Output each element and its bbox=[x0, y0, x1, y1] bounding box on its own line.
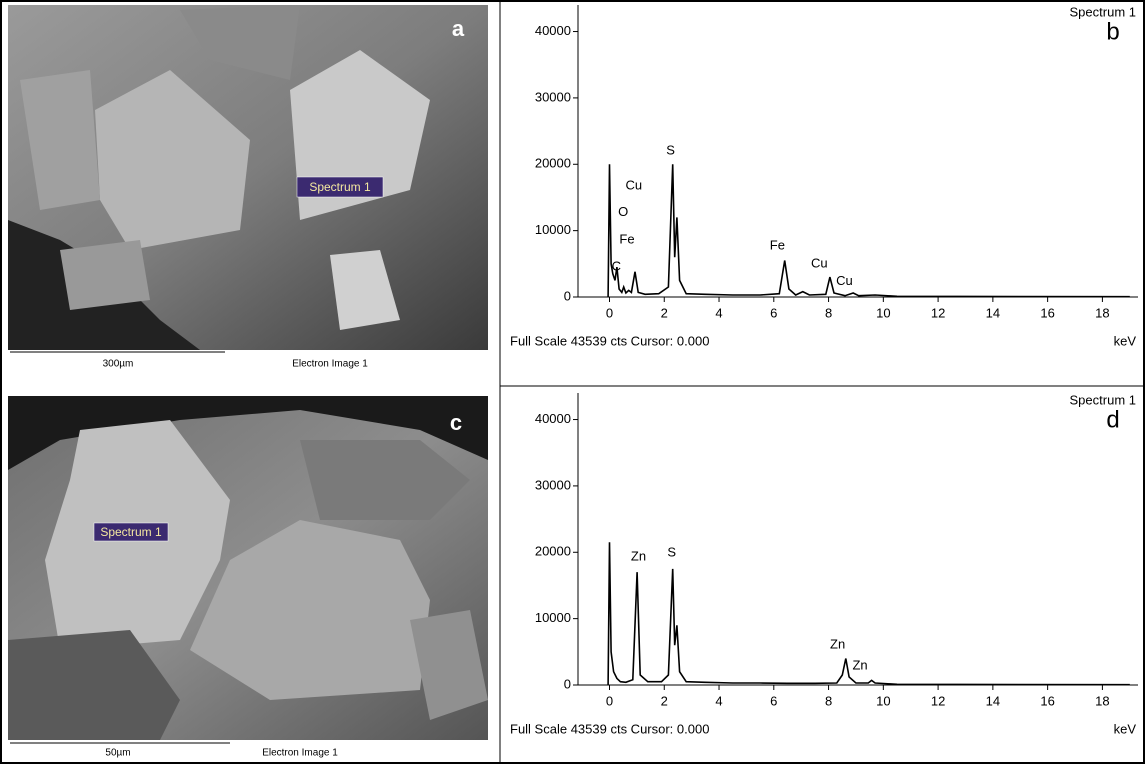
peak-label: Cu bbox=[811, 255, 828, 270]
panel-letter: a bbox=[452, 16, 465, 41]
x-tick-label: 4 bbox=[715, 305, 722, 320]
peak-label: Cu bbox=[836, 273, 853, 288]
x-tick-label: 8 bbox=[825, 305, 832, 320]
x-tick-label: 10 bbox=[876, 305, 890, 320]
peak-label: C bbox=[612, 259, 621, 274]
x-tick-label: 18 bbox=[1095, 693, 1109, 708]
marker-label: Spectrum 1 bbox=[100, 525, 162, 539]
panel-letter: b bbox=[1106, 18, 1119, 45]
x-tick-label: 2 bbox=[661, 305, 668, 320]
panel-letter: c bbox=[450, 410, 462, 435]
x-axis-label: keV bbox=[1114, 333, 1137, 348]
peak-label: Fe bbox=[619, 231, 634, 246]
x-tick-label: 14 bbox=[986, 693, 1000, 708]
marker-label: Spectrum 1 bbox=[309, 180, 371, 194]
scale-label: 50µm bbox=[105, 748, 130, 759]
y-tick-label: 0 bbox=[564, 676, 571, 691]
spectrum-line bbox=[608, 164, 1130, 297]
image-caption: Electron Image 1 bbox=[262, 748, 338, 759]
y-tick-label: 40000 bbox=[535, 23, 571, 38]
figure: a Spectrum 1 300µm Electron Image 1 c Sp… bbox=[0, 0, 1145, 764]
x-tick-label: 12 bbox=[931, 305, 945, 320]
peak-label: Zn bbox=[830, 637, 845, 652]
peak-label: Zn bbox=[631, 548, 646, 563]
sem-image-a bbox=[8, 5, 488, 350]
sem-image-c bbox=[8, 396, 488, 740]
x-tick-label: 6 bbox=[770, 305, 777, 320]
y-tick-label: 20000 bbox=[535, 544, 571, 559]
footer: Full Scale 43539 cts Cursor: 0.000 bbox=[510, 721, 709, 736]
peak-label: Cu bbox=[626, 177, 643, 192]
y-tick-label: 10000 bbox=[535, 610, 571, 625]
x-tick-label: 8 bbox=[825, 693, 832, 708]
spectrum-title: Spectrum 1 bbox=[1070, 4, 1136, 19]
y-tick-label: 0 bbox=[564, 288, 571, 303]
x-tick-label: 14 bbox=[986, 305, 1000, 320]
image-caption: Electron Image 1 bbox=[292, 359, 368, 370]
panel-letter: d bbox=[1106, 406, 1119, 433]
spectrum-line bbox=[608, 542, 1130, 685]
spectrum-title: Spectrum 1 bbox=[1070, 392, 1136, 407]
x-tick-label: 12 bbox=[931, 693, 945, 708]
x-tick-label: 16 bbox=[1040, 693, 1054, 708]
y-tick-label: 20000 bbox=[535, 156, 571, 171]
x-tick-label: 6 bbox=[770, 693, 777, 708]
x-tick-label: 0 bbox=[606, 693, 613, 708]
x-tick-label: 18 bbox=[1095, 305, 1109, 320]
x-axis-label: keV bbox=[1114, 721, 1137, 736]
x-tick-label: 2 bbox=[661, 693, 668, 708]
x-tick-label: 16 bbox=[1040, 305, 1054, 320]
peak-label: S bbox=[667, 544, 676, 559]
y-tick-label: 10000 bbox=[535, 222, 571, 237]
x-tick-label: 0 bbox=[606, 305, 613, 320]
scale-label: 300µm bbox=[103, 359, 134, 370]
x-tick-label: 10 bbox=[876, 693, 890, 708]
peak-label: Fe bbox=[770, 237, 785, 252]
y-tick-label: 30000 bbox=[535, 89, 571, 104]
y-tick-label: 30000 bbox=[535, 477, 571, 492]
y-tick-label: 40000 bbox=[535, 411, 571, 426]
footer: Full Scale 43539 cts Cursor: 0.000 bbox=[510, 333, 709, 348]
peak-label: O bbox=[618, 204, 628, 219]
peak-label: Zn bbox=[852, 658, 867, 673]
x-tick-label: 4 bbox=[715, 693, 722, 708]
peak-label: S bbox=[666, 142, 675, 157]
